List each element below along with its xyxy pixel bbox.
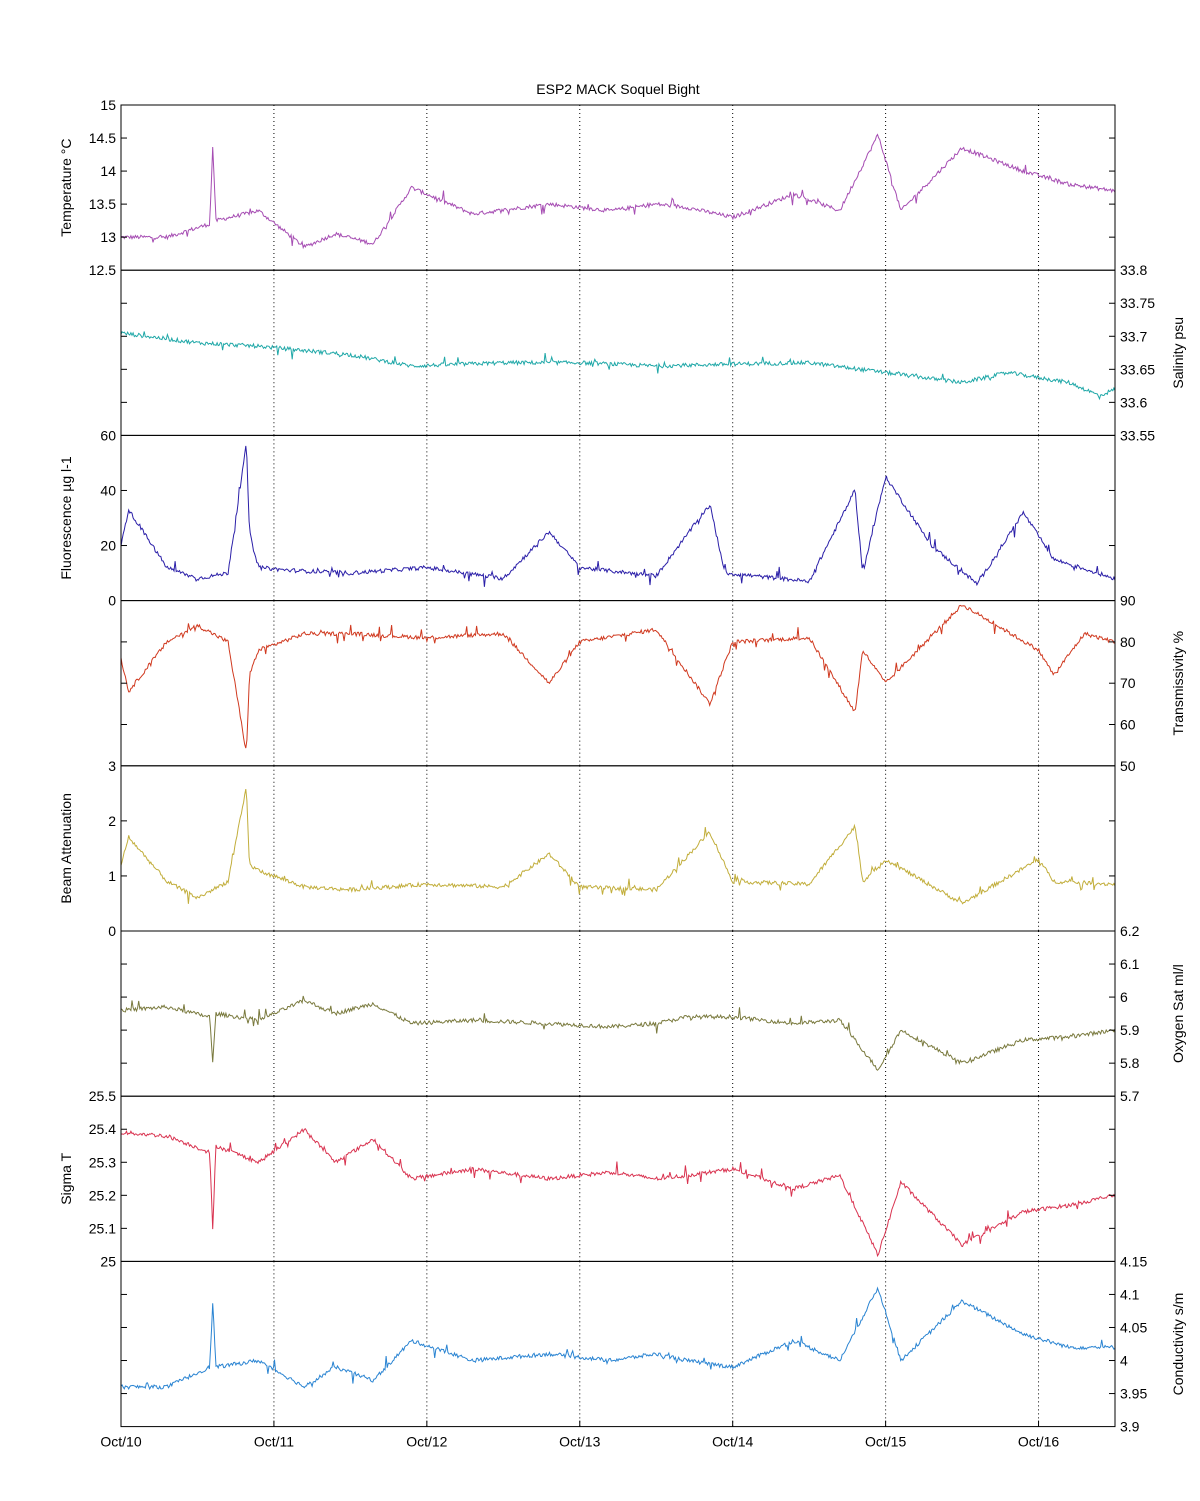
- y-tick-label-7-3: 25.3: [89, 1154, 116, 1170]
- x-tick-label-3: Oct/12: [406, 1434, 447, 1450]
- y-tick-label-1-2: 13.5: [89, 196, 116, 212]
- y-axis-label-3: Fluorescence µg l-1: [58, 456, 74, 579]
- y-tick-label-3-1: 20: [100, 538, 116, 554]
- panel-7: 25 25.1 25.2 25.3 25.4 25.5 Sigma T: [58, 1088, 1116, 1269]
- y-tick-label-6-1: 5.8: [1120, 1055, 1140, 1071]
- panel-6: 5.7 5.8 5.9 6 6.1 6.2 Oxygen Sat ml/l: [120, 923, 1186, 1104]
- x-tick-label-1: Oct/10: [100, 1434, 141, 1450]
- y-tick-label-4-4: 90: [1120, 593, 1136, 609]
- y-tick-label-8-5: 4.15: [1120, 1253, 1147, 1269]
- y-tick-label-6-4: 6.1: [1120, 956, 1140, 972]
- panel-2: 33.55 33.6 33.65 33.7 33.75 33.8 Salinity psu: [120, 262, 1186, 443]
- y-tick-label-2-5: 33.8: [1120, 262, 1147, 278]
- series-line-4: [120, 604, 1116, 749]
- y-tick-label-6-5: 6.2: [1120, 923, 1140, 939]
- y-tick-label-2-0: 33.55: [1120, 427, 1155, 443]
- y-axis-label-5: Beam Attenuation: [58, 793, 74, 904]
- y-tick-label-6-3: 6: [1120, 989, 1128, 1005]
- y-tick-label-1-4: 14.5: [89, 130, 116, 146]
- y-tick-label-2-3: 33.7: [1120, 328, 1147, 344]
- y-axis-label-8: Conductivity s/m: [1170, 1293, 1186, 1396]
- y-tick-label-1-1: 13: [100, 229, 116, 245]
- y-axis-label-7: Sigma T: [58, 1152, 74, 1204]
- y-tick-label-1-0: 12.5: [89, 262, 116, 278]
- chart-title: ESP2 MACK Soquel Bight: [536, 81, 700, 97]
- panel-frame-1: [120, 104, 1116, 271]
- y-tick-label-4-1: 60: [1120, 717, 1136, 733]
- y-tick-label-7-1: 25.1: [89, 1220, 116, 1236]
- y-tick-label-6-0: 5.7: [1120, 1088, 1140, 1104]
- y-tick-label-5-0: 0: [108, 923, 116, 939]
- y-tick-label-2-1: 33.6: [1120, 394, 1147, 410]
- y-tick-label-8-1: 3.95: [1120, 1386, 1147, 1402]
- panel-3: 0 20 40 60 Fluorescence µg l-1: [58, 427, 1116, 609]
- series-line-5: [120, 789, 1116, 905]
- y-axis-label-6: Oxygen Sat ml/l: [1170, 964, 1186, 1063]
- x-tick-label-7: Oct/16: [1018, 1434, 1059, 1450]
- y-tick-label-4-2: 70: [1120, 675, 1136, 691]
- x-axis: Oct/10 Oct/11 Oct/12 Oct/13 Oct/14 Oct/15 Oct/…: [100, 1420, 1059, 1450]
- y-tick-label-1-3: 14: [100, 163, 116, 179]
- x-tick-label-4: Oct/13: [559, 1434, 600, 1450]
- series-line-6: [120, 995, 1116, 1071]
- series-line-8: [120, 1286, 1116, 1391]
- series-line-7: [120, 1128, 1116, 1258]
- panel-frame-2: [120, 269, 1116, 436]
- y-tick-label-7-0: 25: [100, 1253, 116, 1269]
- panel-1: 12.5 13 13.5 14 14.5 15 Temperature °C: [58, 97, 1116, 278]
- y-tick-label-4-0: 50: [1120, 758, 1136, 774]
- y-axis-label-1: Temperature °C: [58, 138, 74, 236]
- y-tick-label-5-1: 1: [108, 868, 116, 884]
- panel-8: 3.9 3.95 4 4.05 4.1 4.15 Conductivity s/m: [120, 1253, 1186, 1435]
- panel-frame-3: [120, 434, 1116, 602]
- panel-frame-4: [120, 600, 1116, 767]
- series-line-1: [120, 133, 1116, 250]
- y-tick-label-8-2: 4: [1120, 1353, 1128, 1369]
- y-tick-label-3-2: 40: [100, 482, 116, 498]
- panel-5: 0 1 2 3 Beam Attenuation: [58, 758, 1116, 939]
- y-tick-label-8-3: 4.05: [1120, 1319, 1147, 1335]
- y-axis-label-4: Transmissivity %: [1170, 631, 1186, 736]
- y-tick-label-6-2: 5.9: [1120, 1022, 1140, 1038]
- y-tick-label-7-2: 25.2: [89, 1187, 116, 1203]
- y-axis-label-2: Salinity psu: [1170, 317, 1186, 389]
- x-tick-label-5: Oct/14: [712, 1434, 753, 1450]
- y-tick-label-8-0: 3.9: [1120, 1419, 1140, 1435]
- y-tick-label-5-2: 2: [108, 813, 116, 829]
- x-tick-label-6: Oct/15: [865, 1434, 906, 1450]
- y-tick-label-5-3: 3: [108, 758, 116, 774]
- y-tick-label-2-2: 33.65: [1120, 361, 1155, 377]
- y-tick-label-7-4: 25.4: [89, 1121, 116, 1137]
- y-tick-label-8-4: 4.1: [1120, 1286, 1140, 1302]
- panel-4: 50 60 70 80 90 Transmissivity %: [120, 593, 1186, 774]
- y-tick-label-7-5: 25.5: [89, 1088, 116, 1104]
- y-tick-label-4-3: 80: [1120, 634, 1136, 650]
- panel-frame-7: [120, 1095, 1116, 1262]
- y-tick-label-2-4: 33.75: [1120, 295, 1155, 311]
- series-line-2: [120, 330, 1116, 401]
- x-tick-label-2: Oct/11: [254, 1434, 294, 1450]
- panel-frame-8: [120, 1260, 1116, 1428]
- series-line-3: [120, 445, 1116, 587]
- panel-frame-5: [120, 765, 1116, 932]
- y-tick-label-3-0: 0: [108, 593, 116, 609]
- y-tick-label-1-5: 15: [100, 97, 116, 113]
- y-tick-label-3-3: 60: [100, 427, 116, 443]
